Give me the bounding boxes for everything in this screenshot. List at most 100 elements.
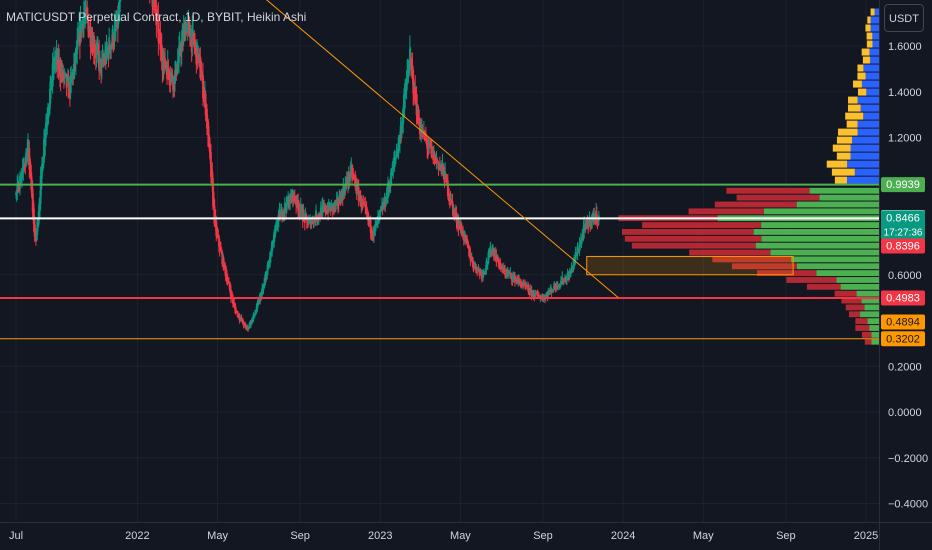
candle-body [401,121,403,134]
candle-body [57,56,60,71]
candle-body [389,180,392,187]
vp-row-down [689,249,771,256]
candle-body [334,204,337,207]
candles [15,0,600,332]
x-tick-label: Sep [533,530,553,542]
candle-body [418,117,421,127]
vp-row-up [857,128,879,136]
candle-body [174,70,176,84]
vp-row-up [856,290,879,297]
vp-row-up [857,120,879,128]
candle-body [270,247,273,256]
trendline [265,0,619,299]
candle-body [523,282,526,285]
candle-body [450,200,453,202]
candle-body [250,322,253,324]
candle-body [314,219,317,222]
price-label-text: 0.8396 [886,240,920,252]
candle-body [327,210,329,214]
candle-body [464,234,467,240]
vp-row-down [714,201,797,208]
volume-profile [618,8,879,345]
candle-body [597,220,600,222]
candle-body [562,281,565,283]
candle-body [176,72,178,74]
vp-row-down [834,176,847,184]
vp-row-up [866,88,879,96]
vp-row-up [847,160,879,168]
candle-body [454,211,457,214]
vp-row-up [870,56,879,64]
candle-body [492,249,495,257]
candle-body [80,21,83,33]
x-tick-label: May [207,530,228,542]
candle-body [215,220,218,236]
vp-row-up [872,32,879,40]
vp-row-up [871,338,879,345]
candle-body [448,195,451,202]
y-tick-label: 1.4000 [888,87,922,99]
candle-body [41,164,43,179]
candle-body [112,41,115,43]
candle-body [457,220,460,230]
candle-body [326,209,329,213]
candle-body [178,45,180,64]
candle-body [319,215,321,217]
candle-body [55,52,58,59]
candle-body [481,275,484,277]
y-tick-label: −0.4000 [888,499,928,511]
vp-row-down [757,270,817,277]
price-label-countdown: 17:27:36 [884,227,923,238]
x-tick-label: Sep [776,530,796,542]
candle-body [234,306,237,314]
x-tick-label: Jul [9,530,23,542]
vp-row-down [867,16,871,24]
vp-row-down [836,152,851,160]
vp-row-up [860,104,879,112]
candle-body [94,52,97,58]
candle-body [352,173,355,177]
vp-row-down [731,263,797,270]
candle-body [393,158,395,167]
vp-row-up [836,277,879,283]
candle-body [353,176,356,180]
candle-body [496,258,498,260]
candle-body [267,261,270,267]
candle-body [430,145,433,148]
time-axis[interactable]: Jul 2022 May Sep 2023 May Sep 2024 May Sep 2025 [9,530,878,542]
candle-body [458,224,461,230]
candle-body [281,210,284,218]
candle-body [218,241,221,252]
candle-body [195,44,198,65]
candle-body [181,31,184,47]
candle-body [271,244,274,247]
vp-row-down [870,8,875,16]
vp-row-up [753,229,879,235]
candle-body [168,69,170,80]
price-axis[interactable]: 1.6000 1.4000 1.2000 0.6000 0.2000 0.0000 −0.2… [888,41,928,511]
candle-body [65,73,68,88]
price-label [881,290,925,306]
price-label [881,238,925,254]
candle-body [375,223,378,226]
x-tick-label: 2024 [611,530,635,542]
candle-body [532,291,534,294]
vp-row-up [863,112,879,120]
candle-body [552,289,555,291]
candle-body [323,206,325,209]
x-tick-label: 2023 [368,530,392,542]
candle-body [490,250,492,255]
currency-button[interactable]: USDT [884,4,924,32]
price-label [881,177,925,193]
vp-row-up [860,311,879,318]
price-label-text: 0.4894 [886,317,920,329]
candle-body [275,226,278,228]
vp-row-down [866,40,873,48]
vp-row-up [790,256,879,263]
candle-body [494,253,496,260]
vp-row-down [861,331,872,338]
candle-body [414,86,417,102]
candle-body [43,139,45,163]
candle-body [505,273,508,276]
